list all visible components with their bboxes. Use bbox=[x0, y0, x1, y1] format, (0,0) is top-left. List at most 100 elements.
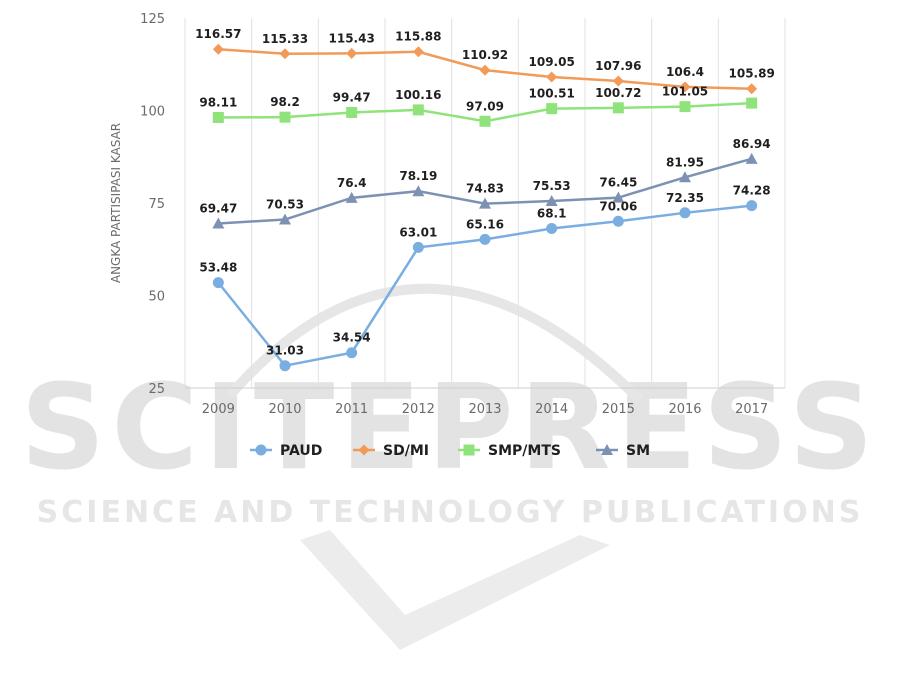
point-sm bbox=[212, 217, 225, 229]
x-axis: 2009 2010 2011 2012 2013 2014 2015 2016 2017 bbox=[202, 402, 768, 417]
point-sd-mi bbox=[546, 71, 558, 83]
data-label-paud: 74.28 bbox=[733, 184, 771, 198]
point-paud bbox=[412, 241, 424, 253]
point-paud bbox=[279, 360, 291, 372]
point-paud bbox=[546, 223, 558, 235]
x-tick-label: 2009 bbox=[202, 402, 235, 417]
legend-label-paud: PAUD bbox=[280, 443, 322, 459]
data-label-sm: 74.83 bbox=[466, 182, 504, 196]
watermark-arc bbox=[226, 283, 644, 404]
legend-marker-sd-mi bbox=[358, 444, 370, 456]
x-tick-label: 2014 bbox=[535, 402, 568, 417]
data-label-smp-mts: 101.05 bbox=[662, 85, 708, 99]
point-sm bbox=[612, 191, 625, 203]
data-label-sd-mi: 105.89 bbox=[729, 67, 775, 81]
point-smp-mts bbox=[346, 106, 358, 118]
legend-item-sd-mi: SD/MI bbox=[353, 443, 429, 459]
watermark-chevron bbox=[300, 530, 610, 650]
data-label-sd-mi: 115.33 bbox=[262, 32, 308, 46]
y-tick-label: 100 bbox=[140, 105, 165, 120]
data-label-paud: 72.35 bbox=[666, 191, 704, 205]
point-sd-mi bbox=[279, 48, 291, 60]
point-smp-mts bbox=[679, 101, 691, 113]
y-axis-label: ANGKA PARTISIPASI KASAR bbox=[109, 123, 123, 283]
data-label-paud: 53.48 bbox=[199, 261, 237, 275]
x-tick-label: 2011 bbox=[335, 402, 368, 417]
watermark: SCITEPRESS SCIENCE AND TECHNOLOGY PUBLIC… bbox=[20, 283, 879, 650]
data-label-smp-mts: 97.09 bbox=[466, 99, 504, 113]
data-label-sm: 78.19 bbox=[399, 169, 437, 183]
legend-marker-smp-mts bbox=[463, 444, 475, 456]
series-smp-mts bbox=[212, 97, 758, 127]
watermark-tagline: SCIENCE AND TECHNOLOGY PUBLICATIONS bbox=[37, 495, 864, 530]
data-label-smp-mts: 99.47 bbox=[333, 90, 371, 104]
x-tick-label: 2012 bbox=[402, 402, 435, 417]
legend-marker-sm bbox=[601, 444, 613, 455]
data-label-sd-mi: 109.05 bbox=[529, 55, 575, 69]
data-label-paud: 31.03 bbox=[266, 344, 304, 358]
x-tick-label: 2017 bbox=[735, 402, 768, 417]
x-tick-label: 2010 bbox=[268, 402, 301, 417]
legend-label-sd-mi: SD/MI bbox=[383, 443, 429, 459]
data-label-paud: 34.54 bbox=[333, 331, 371, 345]
y-tick-label: 125 bbox=[140, 12, 165, 27]
legend-label-smp-mts: SMP/MTS bbox=[488, 443, 561, 459]
data-label-sd-mi: 106.4 bbox=[666, 65, 704, 79]
series-sm bbox=[212, 152, 758, 229]
y-axis: 25 50 75 100 125 bbox=[140, 12, 165, 397]
point-sm bbox=[345, 191, 358, 203]
y-tick-label: 25 bbox=[148, 382, 165, 397]
y-tick-label: 50 bbox=[148, 290, 165, 305]
data-label-smp-mts: 98.2 bbox=[270, 95, 300, 109]
point-smp-mts bbox=[212, 111, 224, 123]
point-sm bbox=[545, 195, 558, 207]
data-label-sm: 75.53 bbox=[533, 179, 571, 193]
point-smp-mts bbox=[279, 111, 291, 123]
data-label-smp-mts: 100.72 bbox=[595, 86, 641, 100]
point-paud bbox=[612, 215, 624, 227]
point-sm bbox=[745, 152, 758, 164]
point-paud bbox=[479, 233, 491, 245]
point-sd-mi bbox=[746, 83, 758, 95]
legend-item-smp-mts: SMP/MTS bbox=[458, 443, 561, 459]
legend-label-sm: SM bbox=[626, 443, 650, 459]
watermark-brand: SCITEPRESS bbox=[20, 358, 879, 496]
legend-item-paud: PAUD bbox=[250, 443, 322, 459]
point-sm bbox=[412, 185, 425, 197]
data-label-sm: 76.45 bbox=[599, 176, 637, 190]
data-label-sd-mi: 107.96 bbox=[595, 59, 641, 73]
data-label-paud: 65.16 bbox=[466, 217, 504, 231]
x-tick-label: 2016 bbox=[668, 402, 701, 417]
series-group bbox=[212, 43, 758, 372]
point-sm bbox=[479, 197, 491, 209]
point-paud bbox=[346, 347, 358, 359]
point-sd-mi bbox=[212, 43, 224, 55]
point-paud bbox=[679, 207, 691, 219]
point-sm bbox=[279, 213, 291, 225]
data-label-sm: 69.47 bbox=[199, 201, 237, 215]
point-smp-mts bbox=[546, 103, 558, 115]
point-paud bbox=[746, 200, 758, 212]
point-sd-mi bbox=[479, 64, 491, 76]
data-label-sm: 81.95 bbox=[666, 155, 704, 169]
legend: PAUD SD/MI SMP/MTS SM bbox=[250, 443, 650, 459]
data-label-sd-mi: 115.88 bbox=[395, 30, 441, 44]
point-sd-mi bbox=[679, 81, 691, 93]
point-smp-mts bbox=[746, 97, 758, 109]
data-label-sd-mi: 116.57 bbox=[195, 27, 241, 41]
y-tick-label: 75 bbox=[148, 197, 165, 212]
grid bbox=[184, 18, 786, 389]
data-label-smp-mts: 100.16 bbox=[395, 88, 441, 102]
data-label-paud: 63.01 bbox=[399, 225, 437, 239]
point-sd-mi bbox=[612, 75, 624, 87]
x-tick-label: 2015 bbox=[602, 402, 635, 417]
point-smp-mts bbox=[612, 102, 624, 114]
point-sm bbox=[679, 171, 691, 183]
data-label-sd-mi: 115.43 bbox=[329, 31, 375, 45]
point-sd-mi bbox=[412, 46, 424, 58]
series-sd-mi bbox=[212, 43, 758, 95]
data-label-smp-mts: 98.11 bbox=[199, 95, 237, 109]
data-label-paud: 68.1 bbox=[537, 207, 567, 221]
data-label-sm: 86.94 bbox=[733, 137, 771, 151]
